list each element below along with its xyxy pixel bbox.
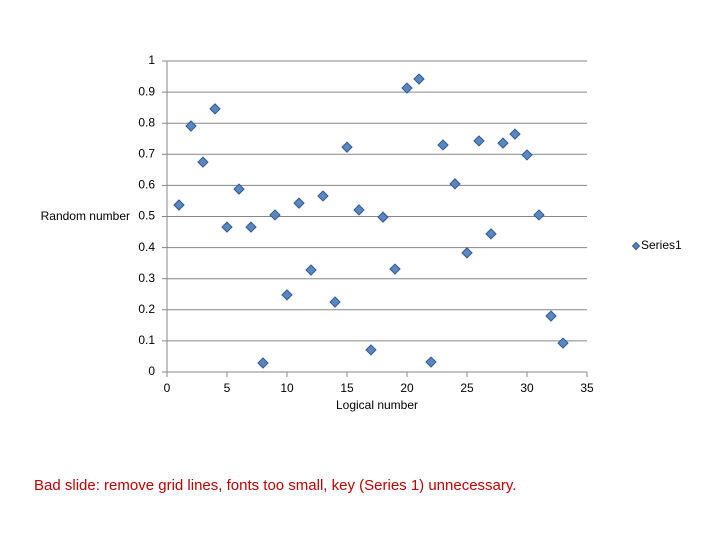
point bbox=[341, 141, 353, 153]
y-tick-label: 0.6 bbox=[138, 178, 155, 192]
y-tick-label: 0.9 bbox=[138, 84, 155, 98]
y-tick-label: 0.8 bbox=[138, 115, 155, 129]
point bbox=[365, 344, 377, 356]
point bbox=[413, 73, 425, 85]
x-tick-label: 25 bbox=[460, 381, 474, 395]
y-tick-label: 0.4 bbox=[138, 240, 155, 254]
point bbox=[377, 211, 389, 223]
point bbox=[557, 337, 569, 349]
x-tick-label: 10 bbox=[280, 381, 294, 395]
legend-marker bbox=[631, 241, 641, 251]
point bbox=[437, 139, 449, 151]
legend-label: Series1 bbox=[641, 238, 682, 252]
point bbox=[197, 156, 209, 168]
point bbox=[233, 183, 245, 195]
y-tick-label: 0.1 bbox=[138, 333, 155, 347]
x-tick-label: 15 bbox=[340, 381, 354, 395]
y-axis-title: Random number bbox=[41, 209, 130, 223]
point bbox=[257, 357, 269, 369]
point bbox=[209, 103, 221, 115]
point bbox=[509, 128, 521, 140]
point bbox=[245, 221, 257, 233]
point bbox=[497, 137, 509, 149]
y-tick-label: 0.5 bbox=[138, 209, 155, 223]
y-tick-label: 0 bbox=[148, 364, 155, 378]
point bbox=[173, 199, 185, 211]
x-tick-label: 30 bbox=[520, 381, 534, 395]
y-tick-label: 1 bbox=[148, 53, 155, 67]
point bbox=[473, 135, 485, 147]
point bbox=[533, 209, 545, 221]
x-tick-label: 0 bbox=[164, 381, 171, 395]
y-tick-label: 0.2 bbox=[138, 302, 155, 316]
x-axis-title: Logical number bbox=[336, 398, 418, 412]
point bbox=[521, 149, 533, 161]
point bbox=[269, 209, 281, 221]
point bbox=[185, 120, 197, 132]
point bbox=[449, 178, 461, 190]
x-tick-label: 35 bbox=[580, 381, 594, 395]
point bbox=[425, 356, 437, 368]
caption: Bad slide: remove grid lines, fonts too … bbox=[34, 477, 516, 494]
point bbox=[293, 197, 305, 209]
point bbox=[485, 228, 497, 240]
point bbox=[353, 204, 365, 216]
x-tick-label: 5 bbox=[224, 381, 231, 395]
point bbox=[401, 82, 413, 94]
x-tick-label: 20 bbox=[400, 381, 414, 395]
point bbox=[317, 190, 329, 202]
point bbox=[305, 264, 317, 276]
point bbox=[221, 221, 233, 233]
point bbox=[281, 289, 293, 301]
point bbox=[545, 310, 557, 322]
point bbox=[461, 247, 473, 259]
y-tick-label: 0.3 bbox=[138, 271, 155, 285]
y-tick-label: 0.7 bbox=[138, 146, 155, 160]
point bbox=[389, 263, 401, 275]
point bbox=[329, 296, 341, 308]
